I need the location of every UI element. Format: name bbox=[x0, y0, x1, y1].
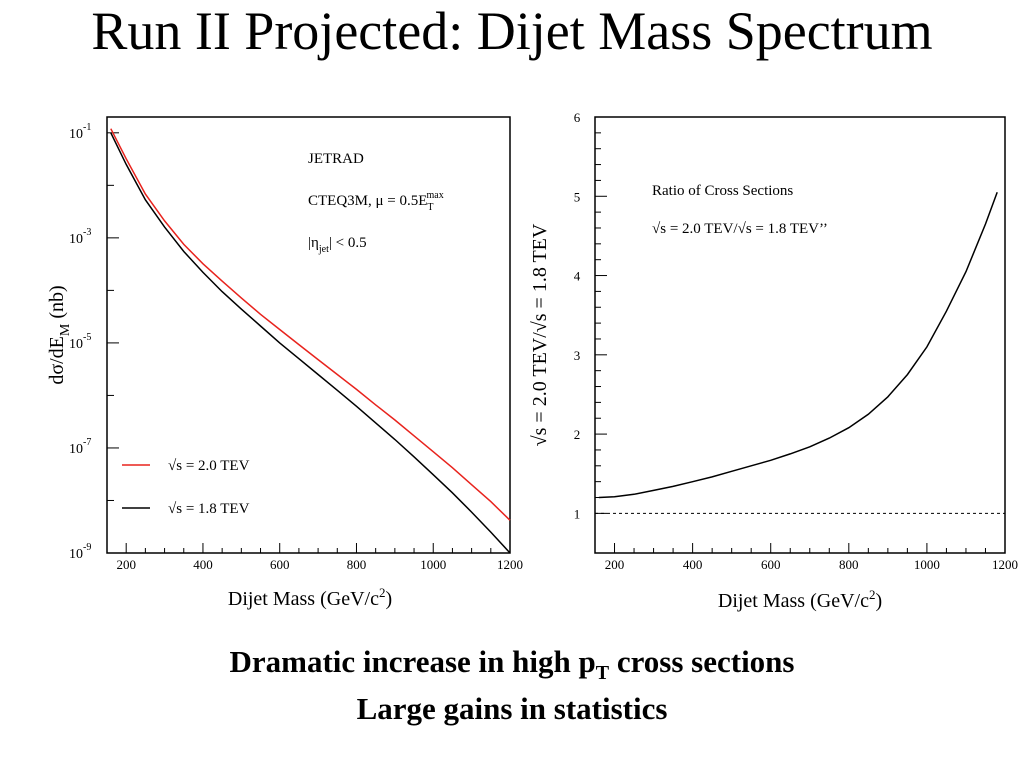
left-x-tick-label: 200 bbox=[116, 557, 136, 572]
series-line-18tev bbox=[110, 132, 511, 554]
charts-canvas: 200 400 600 800 1000 1200 10-910-710-510-310-… bbox=[46, 110, 1018, 612]
legend-label-18tev: √s = 1.8 TEV bbox=[168, 501, 250, 517]
right-y-tick-label: 3 bbox=[574, 348, 581, 363]
left-x-tick-label: 400 bbox=[193, 557, 213, 572]
left-series-lines bbox=[110, 128, 511, 554]
left-x-ticks: 200 400 600 800 1000 1200 bbox=[116, 543, 523, 572]
left-x-tick-label: 1000 bbox=[420, 557, 446, 572]
annotation-pdf: CTEQ3M, μ = 0.5ETmax bbox=[308, 190, 444, 213]
slide-title: Run II Projected: Dijet Mass Spectrum bbox=[91, 1, 933, 61]
right-y-axis-label: √s = 2.0 TEV/√s = 1.8 TEV bbox=[529, 223, 551, 446]
left-x-tick-label: 800 bbox=[347, 557, 367, 572]
left-legend: √s = 2.0 TEV √s = 1.8 TEV bbox=[122, 458, 250, 517]
right-x-axis-label: Dijet Mass (GeV/c2) bbox=[718, 587, 882, 612]
right-series-lines bbox=[598, 192, 998, 499]
left-x-tick-label: 1200 bbox=[497, 557, 523, 572]
left-y-ticks: 10-9 10-7 10-5 10-3 10-1 bbox=[69, 122, 119, 562]
caption-line-2: Large gains in statistics bbox=[356, 691, 668, 726]
right-y-tick-label: 5 bbox=[574, 189, 581, 204]
left-x-axis-label-text: Dijet Mass (GeV/c bbox=[228, 588, 379, 610]
left-x-axis-label: Dijet Mass (GeV/c2) bbox=[228, 585, 392, 610]
right-y-tick-label: 1 bbox=[574, 506, 581, 521]
right-y-tick-label: 6 bbox=[574, 110, 581, 125]
series-line-2tev bbox=[110, 128, 511, 521]
right-x-tick-label: 400 bbox=[683, 557, 703, 572]
left-y-tick-label: 10-5 bbox=[69, 332, 91, 352]
caption-line-1: Dramatic increase in high pT cross secti… bbox=[229, 644, 795, 685]
right-x-tick-label: 1200 bbox=[992, 557, 1018, 572]
right-x-tick-label: 800 bbox=[839, 557, 859, 572]
left-plot-frame bbox=[106, 116, 511, 554]
left-y-tick-label: 10-9 bbox=[69, 542, 91, 562]
left-y-tick-label: 10-3 bbox=[69, 227, 91, 247]
right-y-ticks: 1 2 3 4 5 6 bbox=[574, 110, 607, 521]
left-y-tick-label: 10-1 bbox=[69, 122, 91, 142]
annotation-ratio-def: √s = 2.0 TEV/√s = 1.8 TEV’’ bbox=[652, 221, 828, 237]
right-x-tick-label: 1000 bbox=[914, 557, 940, 572]
cross-section-chart: 200 400 600 800 1000 1200 10-910-710-510-310-… bbox=[46, 116, 523, 610]
right-y-tick-label: 4 bbox=[574, 269, 581, 284]
right-x-ticks: 200 400 600 800 1000 1200 bbox=[605, 543, 1018, 572]
right-y-tick-label: 2 bbox=[574, 427, 581, 442]
left-x-tick-label: 600 bbox=[270, 557, 290, 572]
legend-label-2tev: √s = 2.0 TEV bbox=[168, 458, 250, 474]
left-y-axis-label: dσ/dEM (nb) bbox=[46, 285, 73, 384]
right-x-tick-label: 600 bbox=[761, 557, 781, 572]
right-plot-frame bbox=[594, 116, 1006, 554]
annotation-eta-cut: |ηjet| < 0.5 bbox=[308, 235, 367, 255]
right-x-tick-label: 200 bbox=[605, 557, 625, 572]
annotation-jetrad: JETRAD bbox=[308, 151, 364, 167]
annotation-ratio-title: Ratio of Cross Sections bbox=[652, 183, 793, 199]
ratio-chart: 200 400 600 800 1000 1200 1 2 3 4 5 6 Dijet Mass (… bbox=[529, 110, 1018, 612]
ratio-series-line bbox=[598, 192, 998, 499]
left-y-tick-label: 10-7 bbox=[69, 437, 91, 457]
